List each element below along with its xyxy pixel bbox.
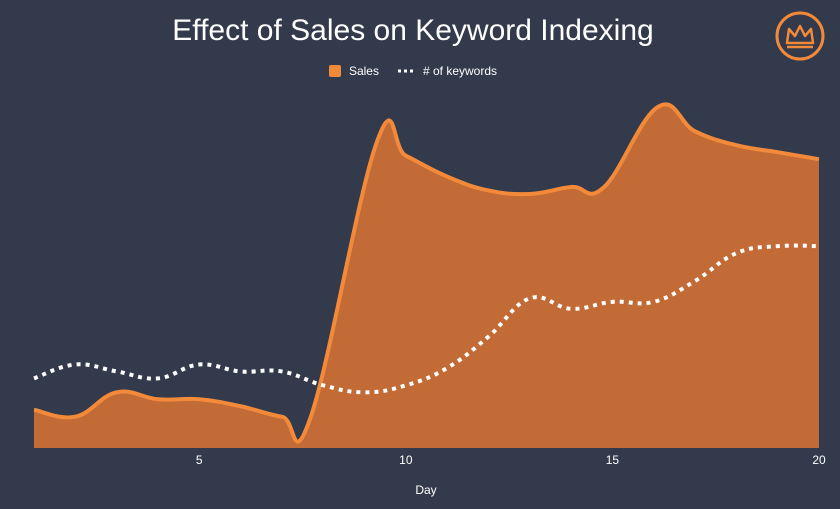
legend: Sales # of keywords [0,64,826,78]
sales-area [34,104,819,449]
x-tick-label: 15 [606,453,620,467]
legend-label-sales: Sales [348,64,379,78]
x-axis-title: Day [415,483,436,497]
legend-swatch-keywords [397,69,414,73]
chart-title: Effect of Sales on Keyword Indexing [172,14,654,47]
crown-logo-icon [775,11,825,61]
legend-item-keywords[interactable]: # of keywords [397,64,497,78]
x-tick-label: 10 [399,453,413,467]
sales-line [33,102,820,444]
x-tick-label: 5 [196,453,203,467]
legend-item-sales[interactable]: Sales [328,64,379,78]
legend-label-keywords: # of keywords [422,64,498,78]
legend-swatch-sales [328,65,341,77]
x-tick-label: 20 [812,453,826,467]
